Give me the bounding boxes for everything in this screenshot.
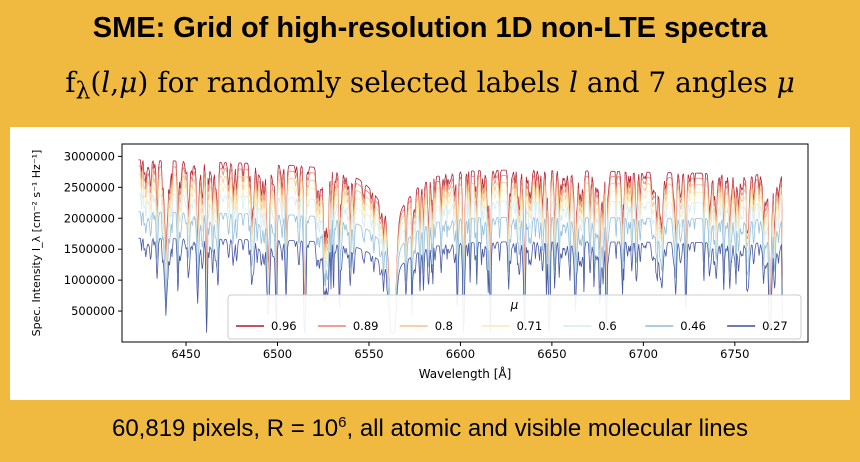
y-tick-label: 3000000 xyxy=(64,149,115,163)
legend-entry-label: 0.71 xyxy=(517,319,543,333)
legend-entry-label: 0.89 xyxy=(353,319,379,333)
chart-panel: 6450 6500 6550 6600 6650 6700 6750 500000 100000… xyxy=(10,127,850,400)
axis-layer: 6450 6500 6550 6600 6650 6700 6750 500000 100000… xyxy=(64,149,750,361)
legend: μ 0.96 0.89 0.8 0.71 0.6 0.46 0.27 xyxy=(227,294,802,340)
subtitle-paren-close: ) xyxy=(137,66,149,99)
footer-exponent: 6 xyxy=(338,414,347,431)
subtitle-mu-2: μ xyxy=(776,66,795,99)
subtitle-l: l xyxy=(101,66,111,99)
subtitle-lambda: λ xyxy=(75,76,91,105)
x-tick-label: 6500 xyxy=(263,347,292,361)
series-line-0.46 xyxy=(138,210,783,334)
series-line-0.27 xyxy=(138,237,783,334)
subtitle-paren-open: ( xyxy=(90,66,102,99)
x-tick-label: 6600 xyxy=(446,347,475,361)
y-axis-label: Spec. Intensity I_λ [cm⁻² s⁻¹ Hz⁻¹] xyxy=(30,150,43,337)
x-tick-label: 6550 xyxy=(354,347,383,361)
y-tick-label: 1000000 xyxy=(64,273,115,287)
series-layer xyxy=(138,159,783,334)
legend-entry-label: 0.27 xyxy=(762,319,788,333)
subtitle-comma: , xyxy=(110,66,120,99)
x-axis-label: Wavelength [Å] xyxy=(419,366,512,381)
subtitle-text1: for randomly selected labels xyxy=(148,66,569,99)
y-tick-label: 2000000 xyxy=(64,211,115,225)
x-tick-label: 6700 xyxy=(629,347,658,361)
page-title: SME: Grid of high-resolution 1D non-LTE … xyxy=(92,12,768,44)
legend-entry-label: 0.46 xyxy=(680,319,706,333)
subtitle-mu: μ xyxy=(119,66,138,99)
subtitle-f: f xyxy=(65,66,76,99)
footer-text-a: 60,819 pixels, R = 10 xyxy=(111,415,339,442)
y-tick-label: 1500000 xyxy=(64,242,115,256)
y-tick-label: 2500000 xyxy=(64,180,115,194)
subtitle-text2: and 7 angles xyxy=(577,66,777,99)
legend-entry-label: 0.8 xyxy=(435,319,453,333)
legend-entry-label: 0.6 xyxy=(598,319,616,333)
y-tick-label: 500000 xyxy=(71,304,115,318)
legend-box xyxy=(227,294,802,340)
legend-entry-label: 0.96 xyxy=(271,319,297,333)
footer-text-b: , all atomic and visible molecular lines xyxy=(346,415,748,442)
subtitle-l-2: l xyxy=(569,66,578,99)
x-tick-label: 6650 xyxy=(537,347,566,361)
footer-note: 60,819 pixels, R = 106, all atomic and v… xyxy=(0,414,860,443)
x-tick-label: 6750 xyxy=(720,347,749,361)
x-tick-label: 6450 xyxy=(171,347,200,361)
legend-title: μ xyxy=(510,298,519,312)
page-subtitle: fλ(l,μ) for randomly selected labels l a… xyxy=(0,66,860,105)
plot-frame xyxy=(121,143,809,343)
spectrum-chart: 6450 6500 6550 6600 6650 6700 6750 500000 100000… xyxy=(30,143,809,381)
